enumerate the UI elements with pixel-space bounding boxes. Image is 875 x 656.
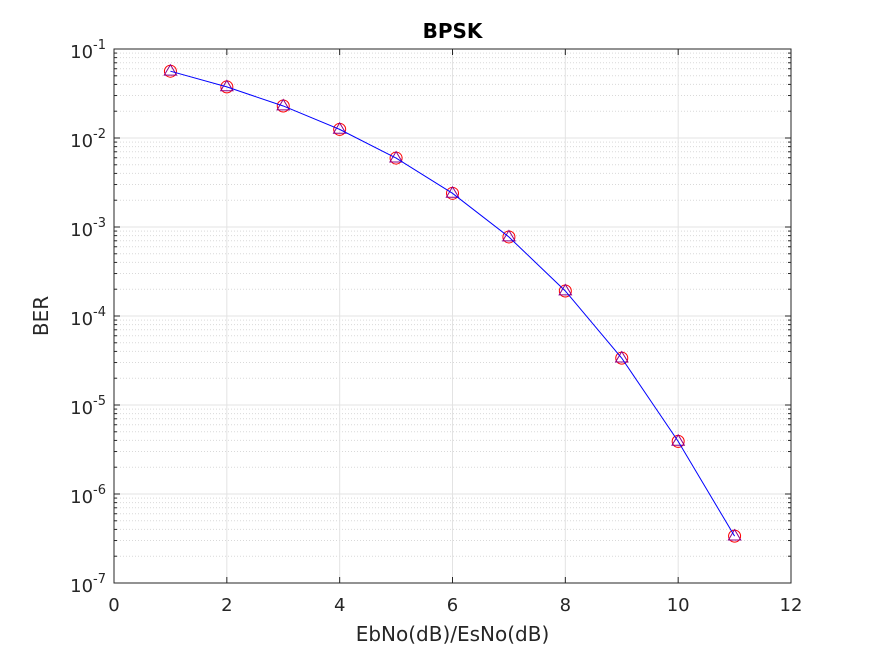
data-point-triangle [501, 229, 516, 242]
y-tick-label: 10-6 [70, 483, 106, 508]
y-tick-label: 10-3 [70, 216, 106, 241]
y-axis-label: BER [29, 296, 53, 336]
y-axis-ticks: 10-7 10-6 10-5 10-4 10-3 10-2 10-1 [70, 38, 791, 597]
series-2 [170, 70, 736, 537]
y-tick-label: 10-2 [70, 127, 106, 152]
x-tick-label: 2 [221, 595, 232, 616]
x-tick-label: 6 [447, 595, 458, 616]
x-axis-ticks: 0 2 4 6 8 10 12 [108, 49, 802, 616]
data-point-triangle [558, 283, 573, 296]
x-axis-label: EbNo(dB)/EsNo(dB) [356, 622, 550, 646]
data-point-triangle [163, 63, 178, 76]
series-line [170, 70, 736, 537]
major-grid [113, 48, 792, 584]
x-tick-label: 0 [108, 595, 119, 616]
data-point-triangle [727, 528, 742, 541]
y-tick-label: 10-1 [70, 38, 106, 63]
data-point-triangle [671, 433, 686, 446]
y-tick-label: 10-4 [70, 305, 106, 330]
y-tick-label: 10-5 [70, 394, 106, 419]
x-tick-label: 12 [780, 595, 803, 616]
x-tick-label: 8 [560, 595, 571, 616]
y-tick-label: 10-7 [70, 572, 106, 597]
x-tick-label: 10 [667, 595, 690, 616]
chart-title: BPSK [423, 19, 484, 43]
series-layer [163, 63, 742, 543]
x-tick-label: 4 [334, 595, 345, 616]
data-point-triangle [445, 185, 460, 198]
data-point-triangle [614, 350, 629, 363]
